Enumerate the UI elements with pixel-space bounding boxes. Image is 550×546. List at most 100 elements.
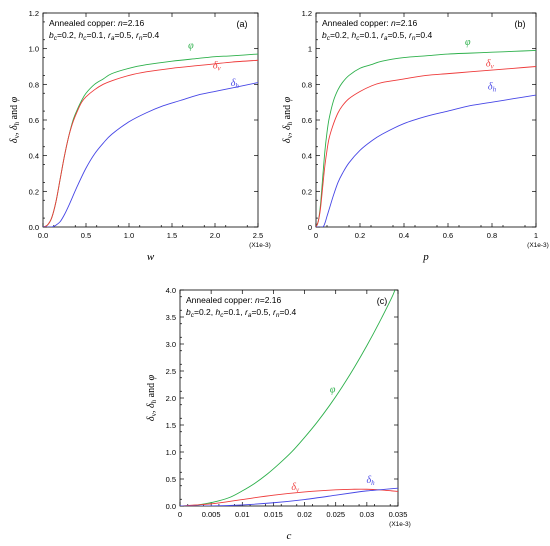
y-label-part: , [9,130,20,135]
annotation-sub: c [54,35,58,42]
panel-c-chart: 0 0.005 0.01 0.015 0.02 0.025 0.03 0.035 0.0 0.5 1… [146,286,411,542]
panel-a-y-tick-label: 0.4 [29,152,39,161]
panel-a-x-scale-label: (X1e-3) [249,242,271,249]
y-label-part: φ [282,96,293,102]
panel-a-plot-frame [42,12,259,228]
panel-a-series-phi-line [43,53,258,227]
y-label-sub: v [13,135,21,139]
annotation-sub: n [412,35,416,42]
panel-b-x-tick-label: 0.6 [443,231,453,240]
annotation-sub: a [111,35,115,42]
panel-c-y-tick-label: 0.5 [166,475,176,484]
panel-a-x-tick-label: 0.5 [81,231,91,240]
annotation-var: h [79,30,84,40]
annotation-sub: c [220,312,224,319]
annotation-sub: n [276,312,280,319]
panel-b-y-tick-label: 0.6 [302,116,312,125]
y-label-part: and [9,102,20,121]
panel-c-annotation-line1: Annealed copper: n=2.16 [186,295,282,305]
panel-a-label-delta-h: δh [231,78,240,90]
series-label-sub: h [371,479,375,487]
panel-a-chart: 0.0 0.5 1.0 1.5 2.0 2.5 0.0 0.2 0.4 0.6 0.8 1.0 1.2 (… [9,9,271,263]
panel-c-y-tick-label: 0.0 [166,502,176,511]
annotation-var: h [352,30,357,40]
panel-a-panel-label: (a) [237,19,248,29]
panel-b-x-tick-label: 0.4 [399,231,409,240]
annotation-var: r [108,30,112,40]
panel-b-series-phi-line [316,50,536,227]
annotation-text: =0.2, [194,307,216,317]
panel-c-x-tick-label: 0.015 [264,510,283,519]
panel-a-x-tick-label: 1.0 [124,231,134,240]
panel-a-y-tick-label: 0.0 [29,223,39,232]
series-label-symbol: δ [291,482,296,493]
panel-c-series-phi-line [180,290,396,506]
series-label-symbol: δ [367,475,372,486]
annotation-text: =0.2, [330,30,352,40]
series-label-sub: h [235,82,239,90]
panel-a-y-tick-label: 1.0 [29,45,39,54]
panel-b-y-tick-label: 1.2 [302,9,312,18]
panel-c-y-axis-label: δv, δh and φ [146,374,158,421]
annotation-text: =2.16 [260,295,282,305]
y-label-part: φ [9,96,20,102]
panel-b-label-delta-h: δh [488,82,497,94]
y-label-part: δ [146,416,157,421]
y-label-sub: h [286,121,294,125]
panel-a-annotation-line2: bc=0.2, hc=0.1, ra=0.5, rn=0.4 [49,30,160,42]
y-label-sub: h [150,399,158,403]
annotation-sub: c [356,35,360,42]
panel-b-x-scale-label: (X1e-3) [527,242,549,249]
annotation-sub: a [384,35,388,42]
y-label-part: and [146,380,157,399]
panel-b-panel-label: (b) [515,19,526,29]
panel-c-x-scale-label: (X1e-3) [389,521,411,528]
panel-c-x-tick-label: 0.02 [297,510,312,519]
panel-b-annotation-line1: Annealed copper: n=2.16 [322,18,418,28]
panel-c-annotation-line2: bc=0.2, hc=0.1, ra=0.5, rn=0.4 [186,307,297,319]
panel-b-chart: 0 0.2 0.4 0.6 0.8 1 0 0.2 0.4 0.6 0.8 1 1.2 (X1e-3) p δ… [282,9,549,263]
annotation-var: n [391,18,396,28]
panel-b-x-tick-label: 0.2 [355,231,365,240]
annotation-text: =0.2, [57,30,79,40]
panel-b-label-delta-v: δv [486,59,495,71]
panel-a-y-tick-label: 0.2 [29,187,39,196]
panel-b-x-tick-label: 0.8 [487,231,497,240]
panel-c-x-tick-label: 0 [178,510,182,519]
panel-a-x-tick-label: 0.0 [38,231,48,240]
panel-a-y-tick-label: 1.2 [29,9,39,18]
y-label-part: δ [9,138,20,143]
series-label-symbol: δ [486,59,491,70]
annotation-var: r [409,30,413,40]
annotation-text: =0.1, [223,307,245,317]
panel-c-y-tick-label: 4.0 [166,286,176,295]
annotation-sub: c [327,35,331,42]
y-label-part: δ [146,403,157,408]
panel-b-plot-frame [315,12,537,228]
annotation-var: r [245,307,249,317]
panel-c-y-tick-label: 3.0 [166,340,176,349]
panel-b-series-delta-h-line [316,94,536,227]
y-label-sub: v [286,135,294,139]
panel-a-x-tick-label: 2.5 [253,231,263,240]
panel-c-x-tick-label: 0.025 [326,510,345,519]
panel-c-series-delta-h-line [180,487,398,506]
series-label-symbol: δ [213,60,218,71]
panel-c-panel-label: (c) [377,296,388,306]
y-label-part: δ [282,138,293,143]
annotation-text: Annealed copper: [186,295,255,305]
annotation-text: =0.4 [142,30,159,40]
panel-a-x-tick-label: 1.5 [167,231,177,240]
panel-c-y-tick-label: 1.5 [166,421,176,430]
panel-c-x-tick-label: 0.01 [235,510,250,519]
panel-c-x-tick-label: 0.035 [389,510,408,519]
annotation-var: n [255,295,260,305]
annotation-text: Annealed copper: [49,18,118,28]
panel-c-label-phi: φ [330,385,336,396]
annotation-var: b [322,30,327,40]
panel-a-label-phi: φ [188,41,194,52]
series-label-symbol: δ [231,78,236,89]
annotation-text: =2.16 [123,18,145,28]
y-label-part: , [146,408,157,413]
y-label-part: δ [9,125,20,130]
